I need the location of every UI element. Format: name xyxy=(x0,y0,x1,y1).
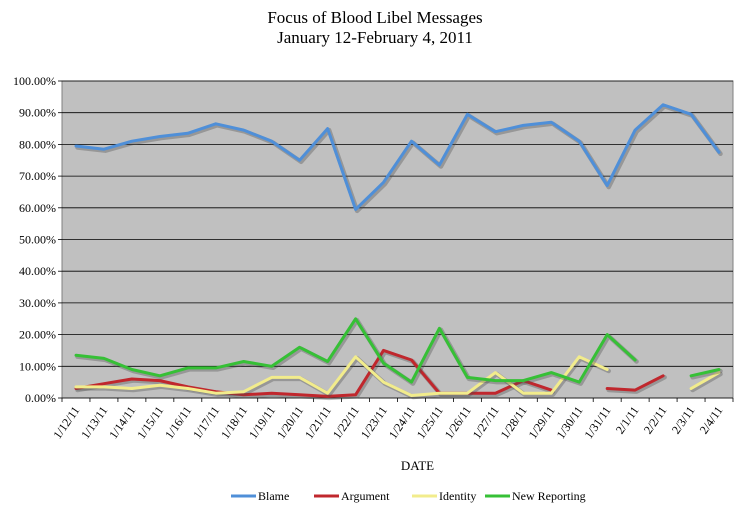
y-axis-ticks: 0.00% 10.00% 20.00% 30.00% 40.00% 50.00% 60.00… xyxy=(13,74,62,405)
series-line xyxy=(74,348,553,398)
series-new-reporting xyxy=(74,317,723,386)
x-tick-label: 1/23/11 xyxy=(358,404,390,442)
series-line-shadow xyxy=(690,368,723,380)
legend-label: Blame xyxy=(258,489,289,503)
legend-label: Argument xyxy=(341,489,390,503)
x-tick-label: 1/31/11 xyxy=(581,404,613,442)
x-tick-label: 1/26/11 xyxy=(442,404,474,442)
x-tick-label: 1/28/11 xyxy=(498,404,530,442)
x-tick-label: 1/21/11 xyxy=(302,404,334,442)
x-tick-label: 1/24/11 xyxy=(386,404,418,442)
x-tick-label: 1/17/11 xyxy=(190,404,222,442)
x-tick-label: 2/3/11 xyxy=(669,404,698,437)
y-tick-label: 100.00% xyxy=(13,74,56,88)
series-line xyxy=(74,317,637,384)
x-tick-label: 1/15/11 xyxy=(134,404,166,442)
x-tick-label: 1/25/11 xyxy=(414,404,446,442)
x-tick-label: 2/1/11 xyxy=(613,404,642,437)
x-tick-label: 1/14/11 xyxy=(106,404,138,442)
x-tick-label: 1/27/11 xyxy=(470,404,502,442)
x-tick-label: 1/19/11 xyxy=(246,404,278,442)
y-tick-label: 0.00% xyxy=(25,391,56,405)
series-line xyxy=(74,355,609,397)
series-argument xyxy=(74,348,667,401)
x-tick-label: 1/12/11 xyxy=(50,404,82,442)
series-line-shadow xyxy=(75,104,723,214)
series-line xyxy=(605,374,665,392)
series-line-shadow xyxy=(690,371,723,393)
y-tick-label: 50.00% xyxy=(19,233,56,247)
x-tick-label: 1/22/11 xyxy=(330,404,362,442)
x-tick-label: 2/4/11 xyxy=(697,404,726,437)
y-tick-label: 80.00% xyxy=(19,137,56,151)
y-tick-label: 90.00% xyxy=(19,106,56,120)
x-tick-label: 1/18/11 xyxy=(218,404,250,442)
legend-item-argument: Argument xyxy=(314,489,390,503)
series-line xyxy=(689,371,721,390)
x-tick-label: 1/16/11 xyxy=(162,404,194,442)
x-tick-label: 1/29/11 xyxy=(525,404,557,442)
y-tick-label: 20.00% xyxy=(19,328,56,342)
x-axis-label: DATE xyxy=(401,458,434,473)
x-tick-label: 1/30/11 xyxy=(553,404,585,442)
x-tick-label: 1/13/11 xyxy=(78,404,110,442)
legend: Blame Argument Identity New Reporting xyxy=(231,489,586,503)
gridlines xyxy=(62,80,733,399)
x-tick-label: 2/2/11 xyxy=(641,404,670,437)
y-tick-label: 60.00% xyxy=(19,201,56,215)
series-lines xyxy=(74,103,723,401)
series-identity xyxy=(74,355,723,400)
series-blame xyxy=(74,103,723,214)
chart-subtitle: January 12-February 4, 2011 xyxy=(277,28,473,47)
legend-label: Identity xyxy=(439,489,476,503)
y-tick-label: 70.00% xyxy=(19,169,56,183)
x-tick-label: 1/20/11 xyxy=(274,404,306,442)
y-tick-label: 30.00% xyxy=(19,296,56,310)
legend-item-blame: Blame xyxy=(231,489,289,503)
legend-item-new-reporting: New Reporting xyxy=(485,489,586,503)
legend-label: New Reporting xyxy=(512,489,586,503)
y-tick-label: 40.00% xyxy=(19,264,56,278)
series-line xyxy=(689,368,721,378)
legend-item-identity: Identity xyxy=(412,489,476,503)
y-tick-label: 10.00% xyxy=(19,359,56,373)
x-axis-ticks: 1/12/111/13/111/14/111/15/111/16/111/17/… xyxy=(50,398,734,442)
chart-title: Focus of Blood Libel Messages xyxy=(267,8,483,27)
series-line xyxy=(74,103,721,211)
